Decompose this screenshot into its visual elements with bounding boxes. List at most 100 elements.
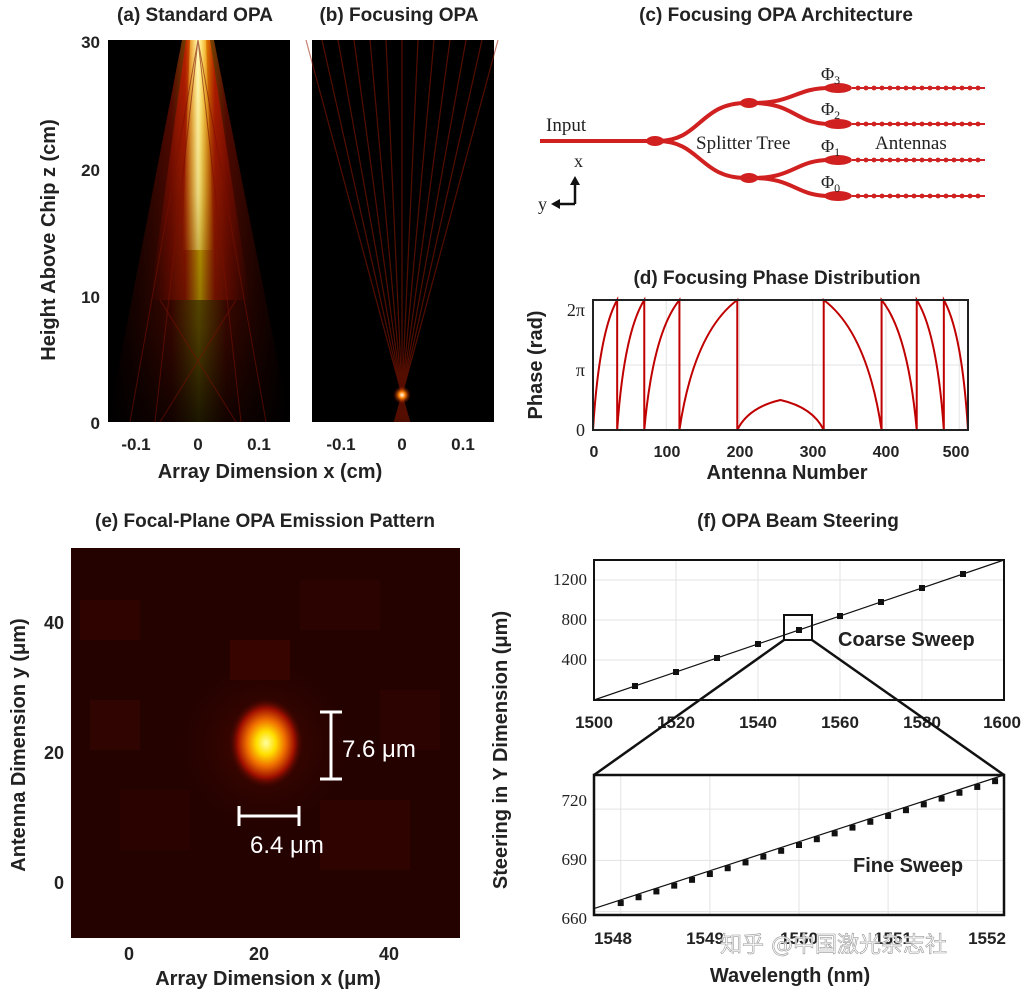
antenna-element: [895, 121, 901, 127]
antenna-element: [871, 121, 877, 127]
panel-e-ylabel: Antenna Dimension y (μm): [8, 618, 30, 871]
panel-d-plot: [592, 296, 969, 431]
coarse-sweep-label: Coarse Sweep: [838, 629, 975, 651]
antenna-element: [871, 193, 877, 199]
antenna-element: [959, 121, 965, 127]
tick-label: 0.1: [247, 435, 271, 454]
fwhm-x-marker: 6.4 μm: [237, 806, 324, 859]
tick-label: 0: [590, 444, 599, 461]
tick-label: 400: [562, 650, 588, 669]
phase-series-line: [592, 296, 969, 431]
antenna-element: [927, 121, 933, 127]
antenna-element: [967, 157, 973, 163]
tick-label: -0.1: [326, 435, 355, 454]
antenna-element: [935, 121, 941, 127]
antenna-element: [943, 193, 949, 199]
antenna-element: [959, 157, 965, 163]
coarse-xticks: 1500 1520 1540 1560 1580 1600: [575, 713, 1021, 732]
data-point: [760, 853, 767, 860]
focus-ray: [401, 39, 467, 396]
fwhm-y-label: 7.6 μm: [342, 736, 416, 763]
data-point: [960, 571, 966, 577]
antenna-element: [887, 85, 893, 91]
data-point: [673, 669, 679, 675]
panel-d-xlabel: Antenna Number: [706, 462, 867, 484]
tick-label: 1549: [686, 929, 724, 948]
antenna-element: [975, 157, 981, 163]
antenna-element: [951, 121, 957, 127]
antenna-element: [943, 157, 949, 163]
antenna-element: [855, 193, 861, 199]
splitter-tree-waveguides: [540, 86, 831, 198]
phi-2-label: Φ2: [821, 99, 840, 122]
antenna-element: [871, 157, 877, 163]
antenna-element: [903, 121, 909, 127]
data-point: [653, 888, 660, 895]
antenna-element: [895, 193, 901, 199]
antenna-array: [852, 85, 985, 199]
antenna-element: [919, 193, 925, 199]
fine-fit-line: [593, 774, 1005, 910]
data-point: [671, 882, 678, 889]
data-point: [878, 599, 884, 605]
antenna-element: [887, 157, 893, 163]
tick-label: 1550: [780, 929, 818, 948]
antenna-element: [927, 157, 933, 163]
antenna-element: [903, 157, 909, 163]
panel-ab-xlabel: Array Dimension x (cm): [158, 461, 383, 483]
panel-ab-ylabel: Height Above Chip z (cm): [38, 119, 60, 360]
data-point: [849, 824, 856, 831]
coarse-yticks: 1200 800 400: [553, 570, 587, 669]
tick-label: 0: [576, 420, 585, 440]
antenna-element: [911, 85, 917, 91]
phi-0-label: Φ0: [821, 172, 840, 195]
panel-c-title: (c) Focusing OPA Architecture: [639, 5, 913, 26]
panel-d-xticks: 0 100 200 300 400 500: [590, 444, 970, 461]
antenna-element: [903, 193, 909, 199]
antenna-element: [879, 121, 885, 127]
panel-e-yticks: 40 20 0: [44, 613, 64, 893]
focus-ray: [305, 39, 403, 396]
antenna-element: [863, 121, 869, 127]
fwhm-x-label: 6.4 μm: [250, 832, 324, 859]
antenna-element: [967, 121, 973, 127]
focus-ray: [337, 39, 403, 396]
data-point: [796, 842, 802, 848]
panel-e-xticks: 0 20 40: [124, 944, 399, 964]
focus-ray: [401, 39, 499, 396]
focus-ray: [401, 39, 435, 396]
fine-sweep-label: Fine Sweep: [853, 855, 963, 877]
antennas-label: Antennas: [875, 133, 947, 154]
data-point: [706, 871, 713, 878]
panel-b-heatmap: [305, 39, 499, 423]
panel-f-xlabel: Wavelength (nm): [710, 965, 870, 987]
antenna-element: [967, 193, 973, 199]
tick-label: -0.1: [121, 435, 150, 454]
coarse-data-points: [632, 571, 966, 689]
antenna-element: [855, 157, 861, 163]
panel-ab-yticks: 30 20 10 0: [81, 33, 100, 433]
tick-label: 660: [562, 909, 588, 928]
tick-label: 1600: [983, 713, 1021, 732]
antenna-element: [879, 157, 885, 163]
data-point: [956, 789, 963, 796]
focus-ray: [369, 39, 403, 396]
antenna-element: [863, 85, 869, 91]
coarse-sweep-plot: Coarse Sweep: [593, 559, 1005, 701]
tick-label: 1551: [874, 929, 912, 948]
antenna-element: [951, 85, 957, 91]
data-point: [617, 900, 624, 907]
panel-b-xticks: -0.1 0 0.1: [326, 435, 474, 454]
panel-e-heatmap: [71, 548, 460, 938]
tick-label: 1540: [739, 713, 777, 732]
data-point: [813, 836, 820, 843]
zoom-connector: [593, 638, 1005, 777]
data-point: [837, 613, 843, 619]
panel-f-title: (f) OPA Beam Steering: [697, 511, 899, 532]
antenna-element: [919, 157, 925, 163]
data-point: [919, 585, 925, 591]
panel-a-title: (a) Standard OPA: [117, 5, 273, 26]
tick-label: 100: [654, 444, 681, 461]
fwhm-y-marker: 7.6 μm: [320, 710, 416, 781]
tick-label: 20: [81, 161, 100, 180]
